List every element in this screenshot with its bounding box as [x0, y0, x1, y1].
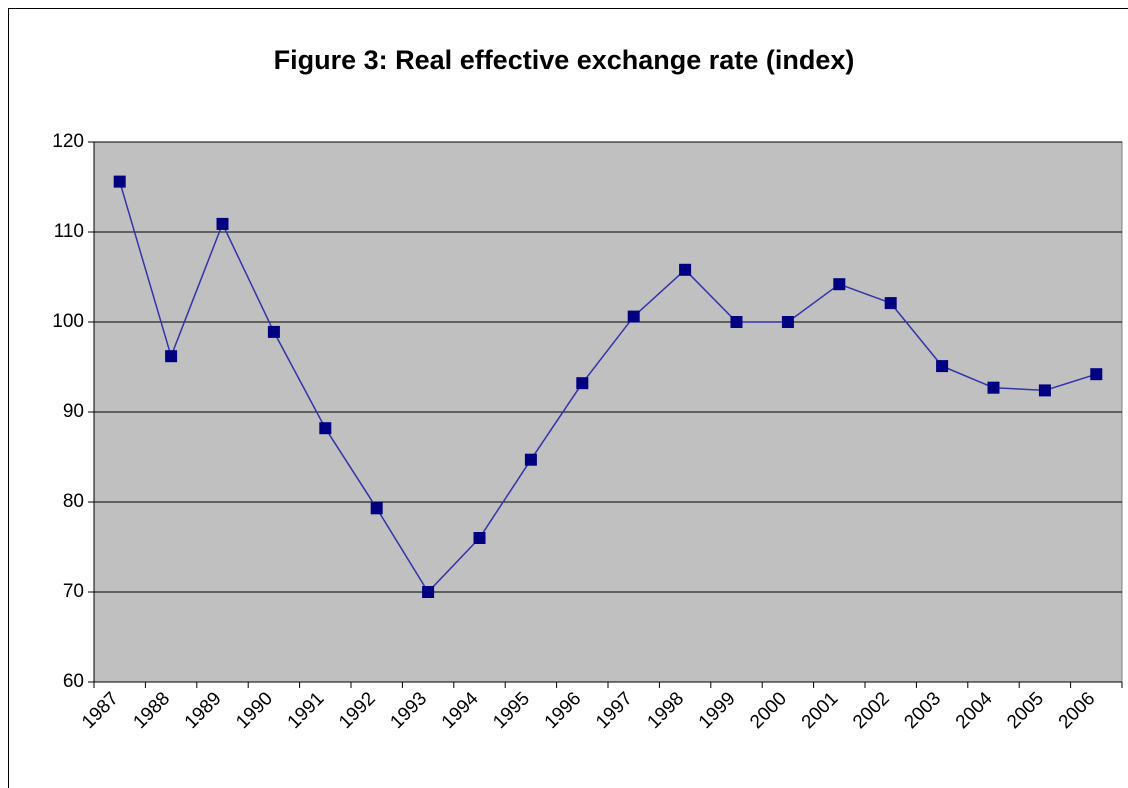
- data-point: [884, 297, 897, 310]
- chart-title: Figure 3: Real effective exchange rate (…: [274, 45, 855, 75]
- y-tick-label: 60: [63, 671, 84, 692]
- data-point: [370, 502, 383, 515]
- data-point: [987, 381, 1000, 394]
- data-point: [216, 217, 229, 230]
- data-point: [1038, 384, 1051, 397]
- data-point: [936, 360, 949, 373]
- y-tick-label: 100: [52, 311, 84, 332]
- data-point: [267, 325, 280, 338]
- y-tick-label: 70: [63, 581, 84, 602]
- data-point: [781, 316, 794, 328]
- data-point: [473, 532, 486, 544]
- y-tick-label: 110: [54, 221, 84, 242]
- data-point: [113, 175, 126, 188]
- data-point: [627, 310, 640, 323]
- data-point: [730, 316, 743, 328]
- y-tick-label: 90: [63, 401, 84, 422]
- data-point: [422, 586, 435, 598]
- data-point: [524, 453, 537, 466]
- y-tick-label: 80: [63, 491, 84, 512]
- series-line: [118, 181, 1097, 594]
- y-tick-label: 120: [52, 131, 84, 152]
- data-point: [319, 422, 332, 435]
- data-point: [833, 278, 846, 291]
- data-point: [679, 263, 692, 276]
- data-point: [576, 377, 589, 390]
- data-point: [1090, 368, 1103, 381]
- data-point: [165, 350, 178, 363]
